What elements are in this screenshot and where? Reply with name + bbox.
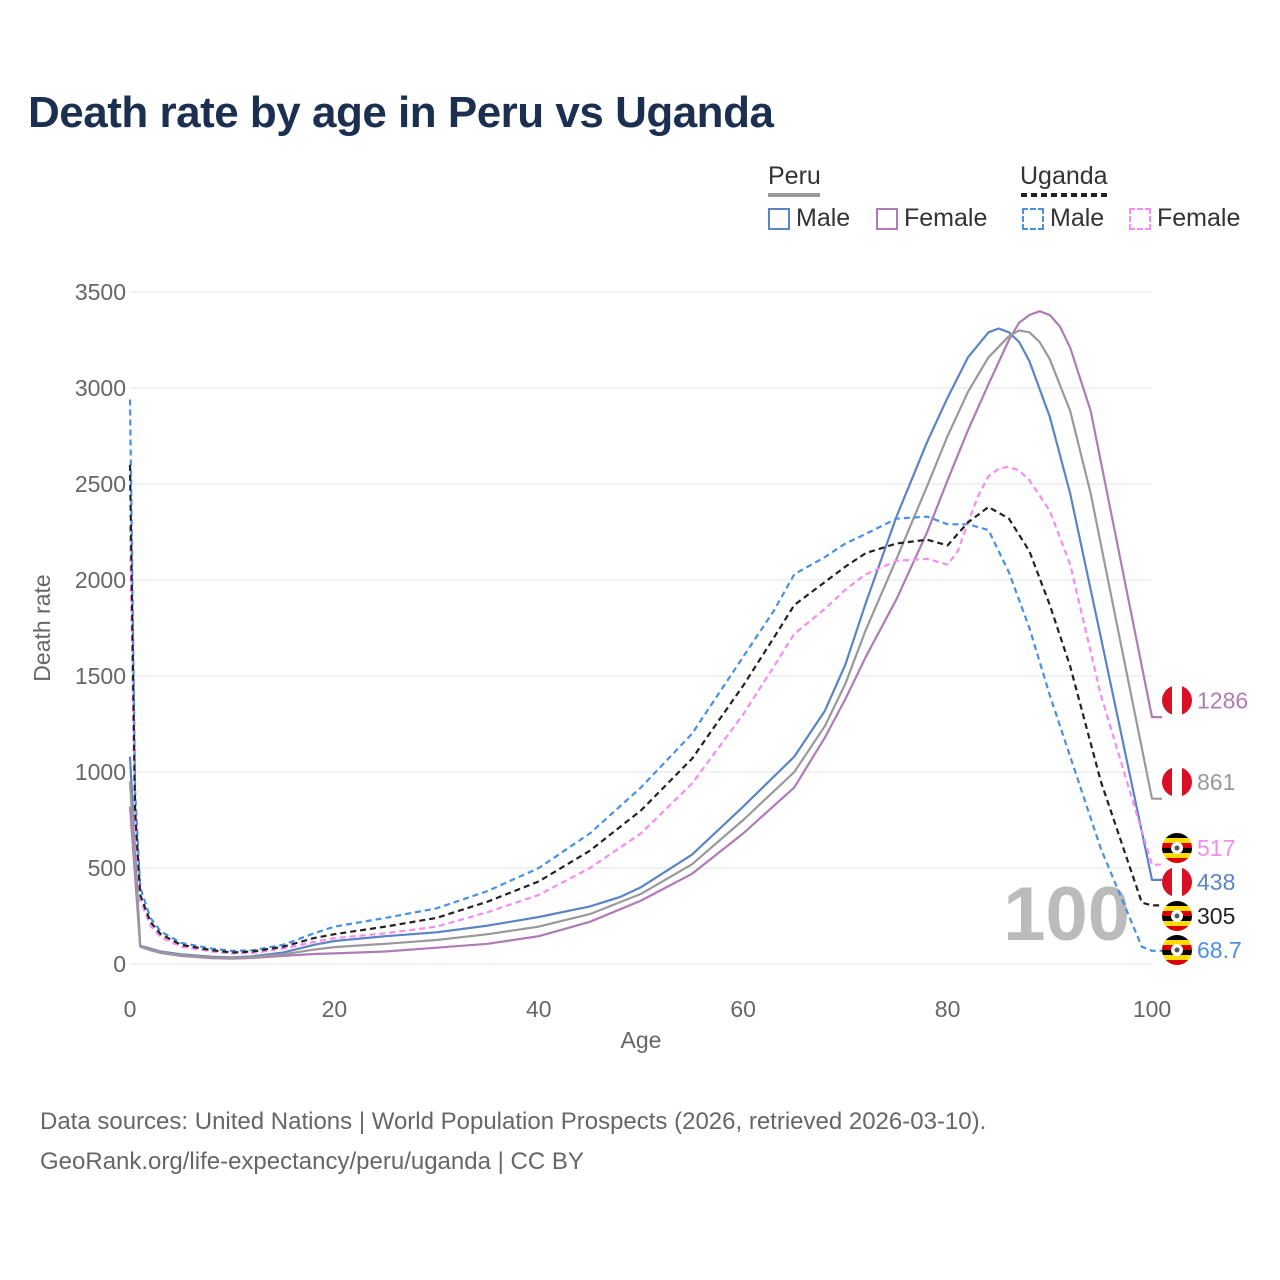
y-tick-label: 1000 [75,759,126,785]
end-value-label: 68.7 [1197,937,1242,963]
legend-peru-male[interactable]: Male [768,204,850,233]
legend-uganda-female[interactable]: Female [1129,204,1240,233]
flag-red-right [1182,685,1192,716]
legend-group-uganda: Uganda [1020,162,1108,190]
legend-swatch [1022,207,1044,230]
y-tick-label: 3000 [75,375,126,401]
series [128,310,1162,960]
series-line-peru-male [128,327,1162,959]
flag-red-left [1162,685,1172,716]
y-tick-label: 2500 [75,471,126,497]
axes: 0 500 1000 1500 2000 2500 3000 3500 0 20 40 60 80 100… [29,279,1171,1053]
flag-body [1162,833,1192,863]
end-labels: 1286 861 517 438 305 68.7 [1162,685,1248,965]
series-line-peru-female [128,310,1162,960]
flag-uganda-icon [1162,935,1192,965]
y-tick-label: 3500 [75,279,126,305]
flag-crane [1174,913,1180,919]
legend-swatch [768,207,790,230]
flag-peru-icon [1162,685,1192,716]
legend-label: Female [904,204,988,232]
chart-title: Death rate by age in Peru vs Uganda [28,88,774,137]
flag-stripe [1162,901,1192,906]
x-tick-label: 40 [526,996,552,1022]
y-tick-label: 500 [88,855,126,881]
x-tick-label: 0 [124,996,137,1022]
flag-stripe [1162,833,1192,838]
flag-red-left [1162,766,1172,797]
footer-attribution: GeoRank.org/life-expectancy/peru/uganda … [40,1148,584,1175]
x-tick-label: 100 [1133,996,1171,1022]
legend-group-peru: Peru [768,162,821,190]
legend-label: Male [796,204,851,232]
y-tick-label: 2000 [75,567,126,593]
flag-peru-icon [1162,867,1192,897]
x-tick-label: 80 [935,996,961,1022]
flag-red-right [1182,867,1192,897]
y-tick-label: 0 [113,951,126,977]
legend-swatch [876,207,898,230]
legend-uganda-male[interactable]: Male [1022,204,1104,233]
end-value-label: 438 [1197,869,1235,895]
flag-red-left [1162,867,1172,897]
legend-peru-female[interactable]: Female [876,204,987,233]
footer-sources: Data sources: United Nations | World Pop… [40,1108,987,1135]
flag-uganda-icon [1162,901,1192,931]
flag-body [1162,935,1192,965]
legend-label: Male [1050,204,1105,232]
flag-peru-icon [1162,766,1192,797]
x-tick-label: 60 [730,996,756,1022]
grid [130,291,1152,965]
year-watermark: 100 [1003,872,1130,957]
end-value-label: 1286 [1197,687,1248,713]
legend-label: Female [1157,204,1241,232]
flag-stripe [1162,838,1192,843]
flag-body [1162,685,1192,716]
series-line-uganda-male [128,399,1162,952]
end-value-label: 305 [1197,903,1235,929]
flag-crane [1174,845,1180,851]
y-tick-label: 1500 [75,663,126,689]
flag-body [1162,901,1192,931]
end-value-label: 861 [1197,769,1235,795]
flag-stripe [1162,906,1192,911]
x-axis-label: Age [621,1027,662,1053]
flag-body [1162,766,1192,797]
flag-stripe [1162,935,1192,940]
flag-stripe [1162,960,1192,965]
flag-stripe [1162,940,1192,945]
legend-swatch [1129,207,1151,230]
flag-body [1162,867,1192,897]
y-axis-label: Death rate [29,574,55,681]
series-line-uganda-total [128,464,1162,954]
flag-red-right [1182,766,1192,797]
flag-stripe [1162,858,1192,863]
flag-stripe [1162,926,1192,931]
x-tick-label: 20 [322,996,348,1022]
flag-stripe [1162,955,1192,960]
flag-stripe [1162,921,1192,926]
flag-uganda-icon [1162,833,1192,863]
flag-stripe [1162,853,1192,858]
end-value-label: 517 [1197,835,1235,861]
series-line-peru-total [128,329,1162,959]
flag-crane [1174,947,1180,953]
